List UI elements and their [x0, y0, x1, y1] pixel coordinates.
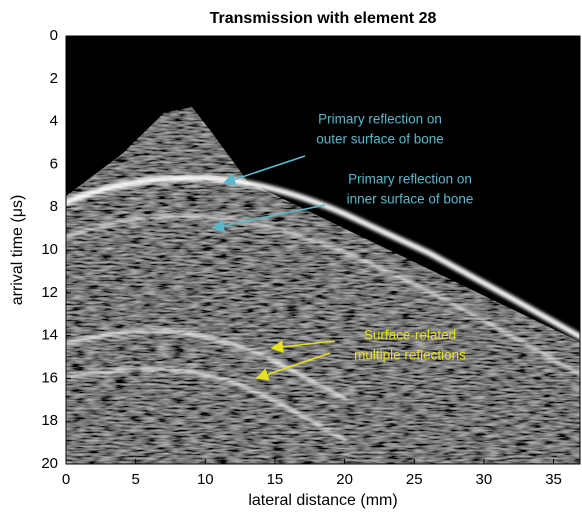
- x-tick-label: 30: [476, 471, 493, 488]
- y-tick-label: 10: [41, 241, 58, 258]
- x-tick-label: 25: [406, 471, 423, 488]
- x-tick-label: 0: [62, 471, 70, 488]
- y-tick-label: 8: [50, 198, 58, 215]
- annotation-text: Primary reflection on: [348, 172, 472, 187]
- y-tick-label: 2: [50, 70, 58, 87]
- y-tick-label: 20: [41, 455, 58, 472]
- annotation-text: multiple reflections: [354, 348, 466, 363]
- y-axis-label: arrival time (μs): [9, 195, 26, 306]
- x-tick-label: 20: [336, 471, 353, 488]
- plot-area: [60, 36, 582, 464]
- y-tick-label: 16: [41, 369, 58, 386]
- x-tick-label: 10: [197, 471, 214, 488]
- chart: 0 5 10 15 20 25 30 35 0 2 4 6 8 10 12 14 16 18 20 Transmis…: [0, 0, 582, 514]
- y-tick-label: 6: [50, 155, 58, 172]
- x-tick-label: 5: [131, 471, 139, 488]
- x-tick-label: 35: [545, 471, 562, 488]
- x-tick-label: 15: [267, 471, 284, 488]
- annotation-text: outer surface of bone: [316, 132, 444, 147]
- x-axis-label: lateral distance (mm): [248, 492, 397, 509]
- y-tick-label: 0: [50, 27, 58, 44]
- annotation-text: Surface-related: [364, 328, 456, 343]
- y-tick-label: 14: [41, 327, 58, 344]
- chart-title: Transmission with element 28: [210, 10, 437, 27]
- y-tick-label: 18: [41, 412, 58, 429]
- annotation-text: inner surface of bone: [347, 192, 474, 207]
- y-tick-label: 4: [50, 113, 58, 130]
- annotation-text: Primary reflection on: [318, 112, 442, 127]
- y-tick-label: 12: [41, 284, 58, 301]
